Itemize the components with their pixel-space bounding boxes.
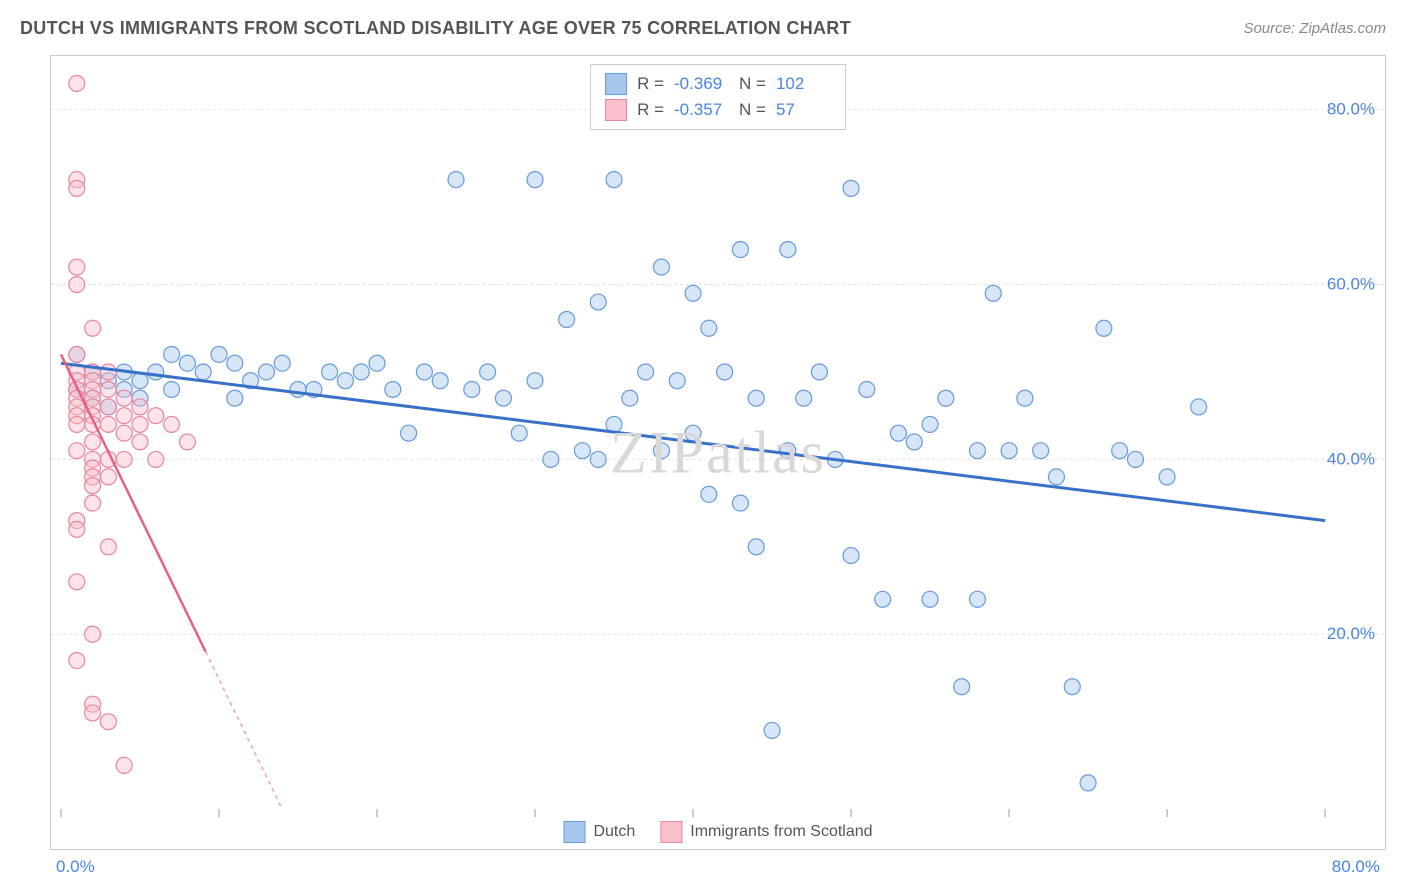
svg-text:40.0%: 40.0% bbox=[1327, 449, 1375, 468]
r-value: -0.357 bbox=[674, 100, 729, 120]
x-tick-min: 0.0% bbox=[56, 857, 95, 877]
n-value: 57 bbox=[776, 100, 831, 120]
swatch-icon bbox=[660, 821, 682, 843]
swatch-icon bbox=[563, 821, 585, 843]
svg-text:60.0%: 60.0% bbox=[1327, 275, 1375, 294]
n-label: N = bbox=[739, 100, 766, 120]
svg-text:20.0%: 20.0% bbox=[1327, 624, 1375, 643]
svg-text:80.0%: 80.0% bbox=[1327, 100, 1375, 119]
stats-legend-box: R = -0.369 N = 102 R = -0.357 N = 57 bbox=[590, 64, 846, 130]
stats-row-dutch: R = -0.369 N = 102 bbox=[605, 71, 831, 97]
bottom-legend: Dutch Immigrants from Scotland bbox=[563, 821, 872, 843]
r-value: -0.369 bbox=[674, 74, 729, 94]
stats-row-scotland: R = -0.357 N = 57 bbox=[605, 97, 831, 123]
x-tick-max: 80.0% bbox=[1332, 857, 1380, 877]
n-label: N = bbox=[739, 74, 766, 94]
swatch-icon bbox=[605, 73, 627, 95]
swatch-icon bbox=[605, 99, 627, 121]
chart-title: DUTCH VS IMMIGRANTS FROM SCOTLAND DISABI… bbox=[20, 18, 851, 39]
legend-item-scotland: Immigrants from Scotland bbox=[660, 821, 872, 843]
n-value: 102 bbox=[776, 74, 831, 94]
legend-item-dutch: Dutch bbox=[563, 821, 635, 843]
legend-label: Dutch bbox=[593, 823, 635, 841]
source-label: Source: ZipAtlas.com bbox=[1243, 20, 1386, 37]
r-label: R = bbox=[637, 100, 664, 120]
legend-label: Immigrants from Scotland bbox=[690, 823, 872, 841]
r-label: R = bbox=[637, 74, 664, 94]
chart-container: 20.0%40.0%60.0%80.0% ZIPatlas R = -0.369… bbox=[50, 55, 1386, 850]
scatter-plot: 20.0% 40.0% 60.0% 80.0% bbox=[51, 56, 1385, 849]
x-axis-labels: 0.0% 80.0% bbox=[51, 857, 1385, 877]
